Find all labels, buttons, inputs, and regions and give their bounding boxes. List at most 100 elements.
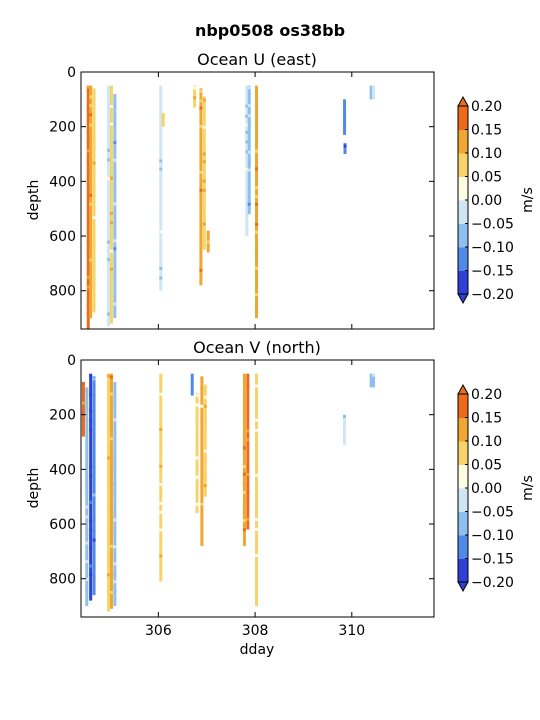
velocity-cell (109, 150, 113, 154)
colorbar-swatch (458, 106, 468, 130)
colorbar-swatch (458, 200, 468, 224)
velocity-cell (245, 168, 249, 172)
y-tick-label: 600 (49, 517, 76, 533)
velocity-cell (113, 482, 117, 486)
velocity-cell (200, 414, 204, 418)
velocity-cell (109, 257, 113, 261)
velocity-cell (242, 472, 246, 476)
velocity-cell (92, 216, 96, 220)
y-tick-label: 200 (49, 120, 76, 136)
velocity-profile (343, 414, 347, 445)
velocity-cell (109, 383, 113, 387)
y-tick-label: 800 (49, 284, 76, 300)
velocity-cell (109, 167, 113, 171)
velocity-cell (113, 590, 117, 594)
velocity-cell (245, 114, 249, 118)
velocity-cell (193, 96, 197, 100)
velocity-cell (113, 148, 117, 152)
velocity-cell (245, 213, 249, 217)
velocity-cell (92, 538, 96, 542)
velocity-cell (81, 410, 85, 414)
velocity-cell (200, 502, 204, 506)
velocity-cell (113, 562, 117, 566)
colorbar-tick-label: 0.00 (471, 481, 502, 497)
velocity-cell (159, 150, 163, 154)
velocity-cell (193, 86, 197, 90)
velocity-cell (107, 158, 111, 162)
velocity-cell (255, 222, 259, 226)
velocity-cell (255, 149, 259, 153)
velocity-cell (86, 285, 90, 289)
velocity-cell (200, 386, 204, 390)
velocity-cell (107, 456, 111, 460)
panel-title: Ocean U (east) (197, 50, 317, 69)
velocity-cell (109, 375, 113, 379)
velocity-cell (255, 87, 259, 91)
velocity-cell (159, 482, 163, 486)
velocity-cell (113, 275, 117, 279)
velocity-cell (255, 266, 259, 270)
velocity-cell (246, 490, 250, 494)
velocity-cell (255, 384, 259, 388)
velocity-cell (159, 501, 163, 505)
colorbar-tick-label: 0.10 (471, 146, 502, 162)
velocity-profile (159, 373, 163, 582)
velocity-cell (245, 150, 249, 154)
velocity-cell (81, 427, 85, 431)
velocity-cell (255, 167, 259, 171)
velocity-cell (89, 474, 93, 478)
velocity-profile (247, 85, 251, 215)
colorbar-tick-label: 0.05 (471, 170, 502, 186)
colorbar-swatch (458, 270, 468, 295)
velocity-cell (206, 240, 210, 244)
velocity-cell (89, 177, 93, 181)
colorbar-extend-min (457, 581, 469, 593)
velocity-cell (246, 429, 250, 433)
velocity-cell (159, 112, 163, 116)
velocity-cell (86, 130, 90, 134)
colorbar-tick-label: −0.20 (471, 575, 514, 591)
velocity-profile (92, 88, 96, 313)
velocity-cell (109, 563, 113, 567)
velocity-cell (107, 393, 111, 397)
velocity-cell (86, 311, 90, 315)
colorbar-extend-min (457, 293, 469, 305)
velocity-cell (81, 401, 85, 405)
velocity-cell (255, 202, 259, 206)
velocity-profile (369, 373, 373, 388)
velocity-cell (200, 376, 204, 380)
velocity-cell (246, 472, 250, 476)
velocity-profile (200, 376, 204, 546)
velocity-cell (89, 95, 93, 99)
velocity-cell (107, 248, 111, 252)
velocity-cell (159, 572, 163, 576)
velocity-cell (109, 249, 113, 253)
velocity-cell (343, 414, 347, 418)
velocity-cell (372, 373, 376, 377)
velocity-cell (255, 132, 259, 136)
velocity-profile (343, 99, 347, 135)
x-axis-label: dday (240, 642, 275, 658)
axes: 0 200 400 600 800 (49, 65, 434, 329)
velocity-cell (89, 546, 93, 550)
velocity-profile (86, 85, 90, 329)
velocity-cell (89, 258, 93, 262)
velocity-cell (159, 528, 163, 532)
velocity-cell (199, 160, 203, 164)
x-tick-label: 310 (338, 623, 365, 639)
velocity-cell (109, 590, 113, 594)
velocity-cell (200, 484, 204, 488)
velocity-cell (159, 446, 163, 450)
velocity-cell (199, 268, 203, 272)
colorbar: −0.20 −0.15 −0.10 −0.05 0.00 0.05 0.10 0.15 0.20 (457, 383, 514, 593)
velocity-cell (255, 527, 259, 531)
velocity-cell (89, 428, 93, 432)
velocity-cell (255, 123, 259, 127)
colorbar-swatch (458, 153, 468, 177)
velocity-cell (195, 403, 199, 407)
velocity-cell (255, 455, 259, 459)
velocity-cell (85, 515, 89, 519)
velocity-cell (159, 167, 163, 171)
plot-frame (80, 71, 435, 330)
velocity-cell (85, 560, 89, 564)
